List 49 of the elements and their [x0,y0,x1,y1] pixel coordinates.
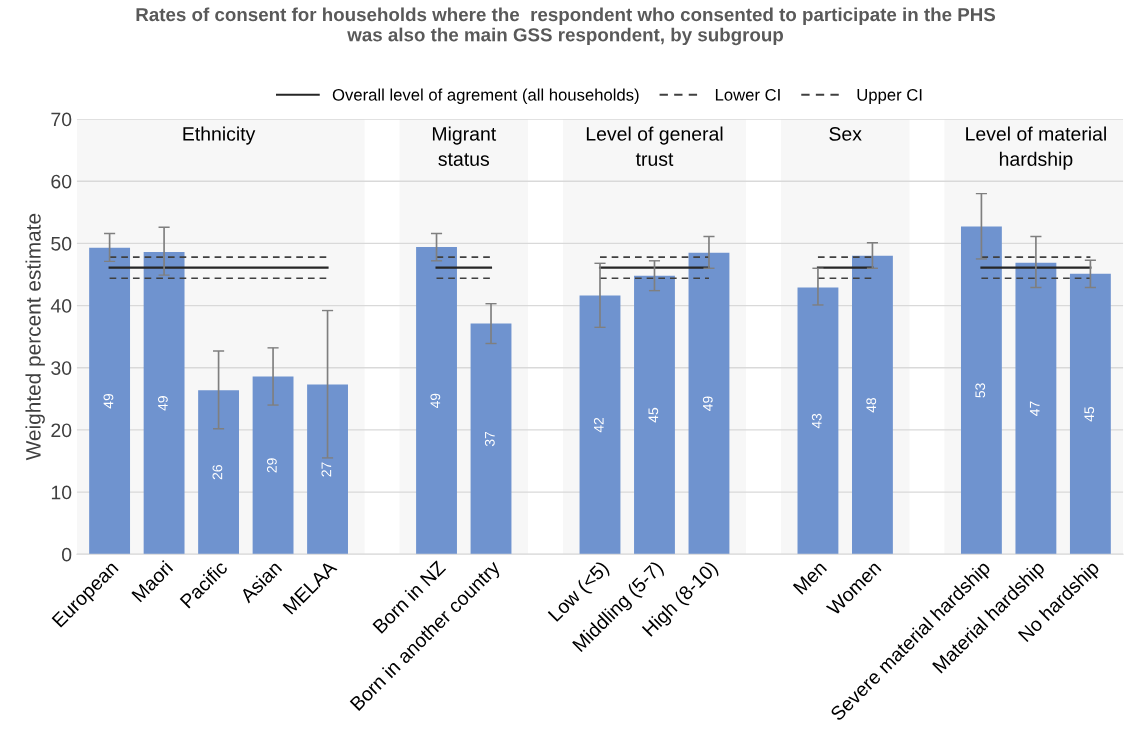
bar [307,384,348,555]
chart-title: Rates of consent for households where the respondent who consented to participate in the PHS was also the main GSS respondent, by subgroup [136,7,996,46]
legend-label: Upper CI [857,88,922,105]
data-label: 27 [321,462,332,477]
bar [416,247,457,555]
data-label: 49 [157,396,168,411]
y-tick-label: 50 [51,236,72,251]
bar [1015,262,1057,555]
data-label: 49 [103,393,114,409]
data-label: 53 [975,383,986,398]
y-tick-label: 30 [51,361,72,375]
data-label: 47 [1029,401,1040,416]
data-label: 45 [648,407,659,423]
legend-label: Lower CI [715,88,780,101]
annotation: Level of general trust [586,126,723,166]
bar [852,255,893,555]
data-label: 43 [811,413,822,429]
bar [470,323,512,555]
bar [143,252,185,555]
y-tick-label: 0 [61,547,72,562]
y-tick-label: 40 [50,299,72,313]
annotation: Migrant status [432,126,497,166]
data-label: 29 [266,458,277,473]
data-label: 45 [1084,406,1095,422]
bar [89,247,131,555]
annotation: Level of material hardship [966,126,1106,170]
annotation: Sex [829,127,862,141]
bar [252,376,294,555]
data-label: 49 [702,396,713,411]
bar [198,390,240,555]
y-tick-label: 70 [51,112,72,127]
bar [688,252,730,555]
data-label: 42 [593,417,604,433]
y-axis-title: Weighted percent estimate [25,213,45,461]
data-label: 48 [866,397,877,413]
bar [634,275,675,555]
bar [579,295,621,555]
bar [797,287,839,555]
annotation: Ethnicity [183,126,256,145]
data-label: 49 [430,393,441,409]
y-tick-label: 20 [51,423,72,438]
data-label: 37 [484,431,495,447]
y-tick-label: 10 [51,485,72,500]
legend-label: Overall level of agrement (all households) [332,88,639,105]
x-tick-label: Men [792,560,828,595]
bar [960,226,1002,555]
y-tick-label: 60 [51,174,72,189]
bar [1069,273,1111,555]
data-label: 26 [212,465,223,480]
